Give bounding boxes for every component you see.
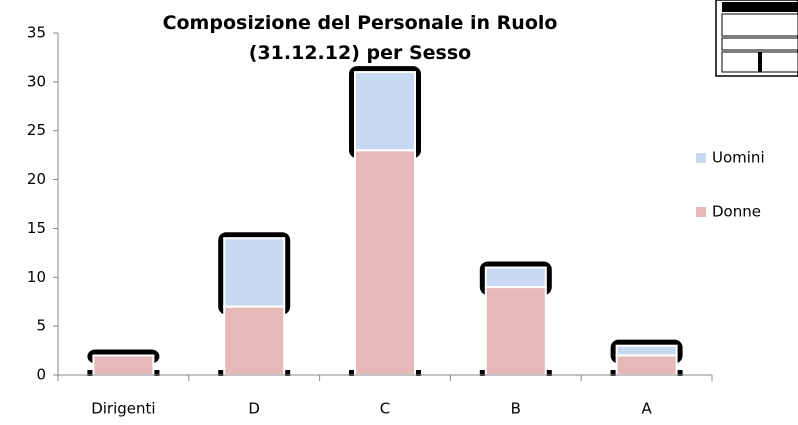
x-tick-label: B [511, 400, 521, 418]
bar [92, 354, 155, 377]
y-tick-label: 35 [27, 24, 46, 42]
x-tick-label: Dirigenti [91, 400, 155, 418]
bar [484, 286, 547, 376]
bar [354, 149, 416, 376]
bar [484, 266, 547, 289]
y-tick-label: 25 [27, 121, 46, 139]
bar [615, 354, 678, 377]
y-tick-label: 0 [36, 366, 46, 384]
legend-swatch [696, 153, 706, 163]
bar [354, 71, 416, 152]
bar [223, 305, 286, 377]
y-tick-label: 15 [27, 219, 46, 237]
y-tick-label: 20 [27, 170, 46, 188]
legend-swatch [696, 207, 706, 217]
x-tick-label: A [641, 400, 652, 418]
y-tick-label: 10 [27, 268, 46, 286]
y-tick-label: 5 [36, 317, 46, 335]
bar [615, 344, 678, 357]
legend-label: Donne [712, 203, 761, 221]
y-tick-label: 30 [27, 72, 46, 90]
bar [223, 237, 286, 308]
x-tick-label: C [380, 400, 390, 418]
chart-title: Composizione del Personale in Ruolo (31.… [162, 12, 558, 64]
legend-label: Uomini [712, 149, 765, 167]
thumbnail [715, 0, 798, 77]
x-tick-label: D [248, 400, 260, 418]
